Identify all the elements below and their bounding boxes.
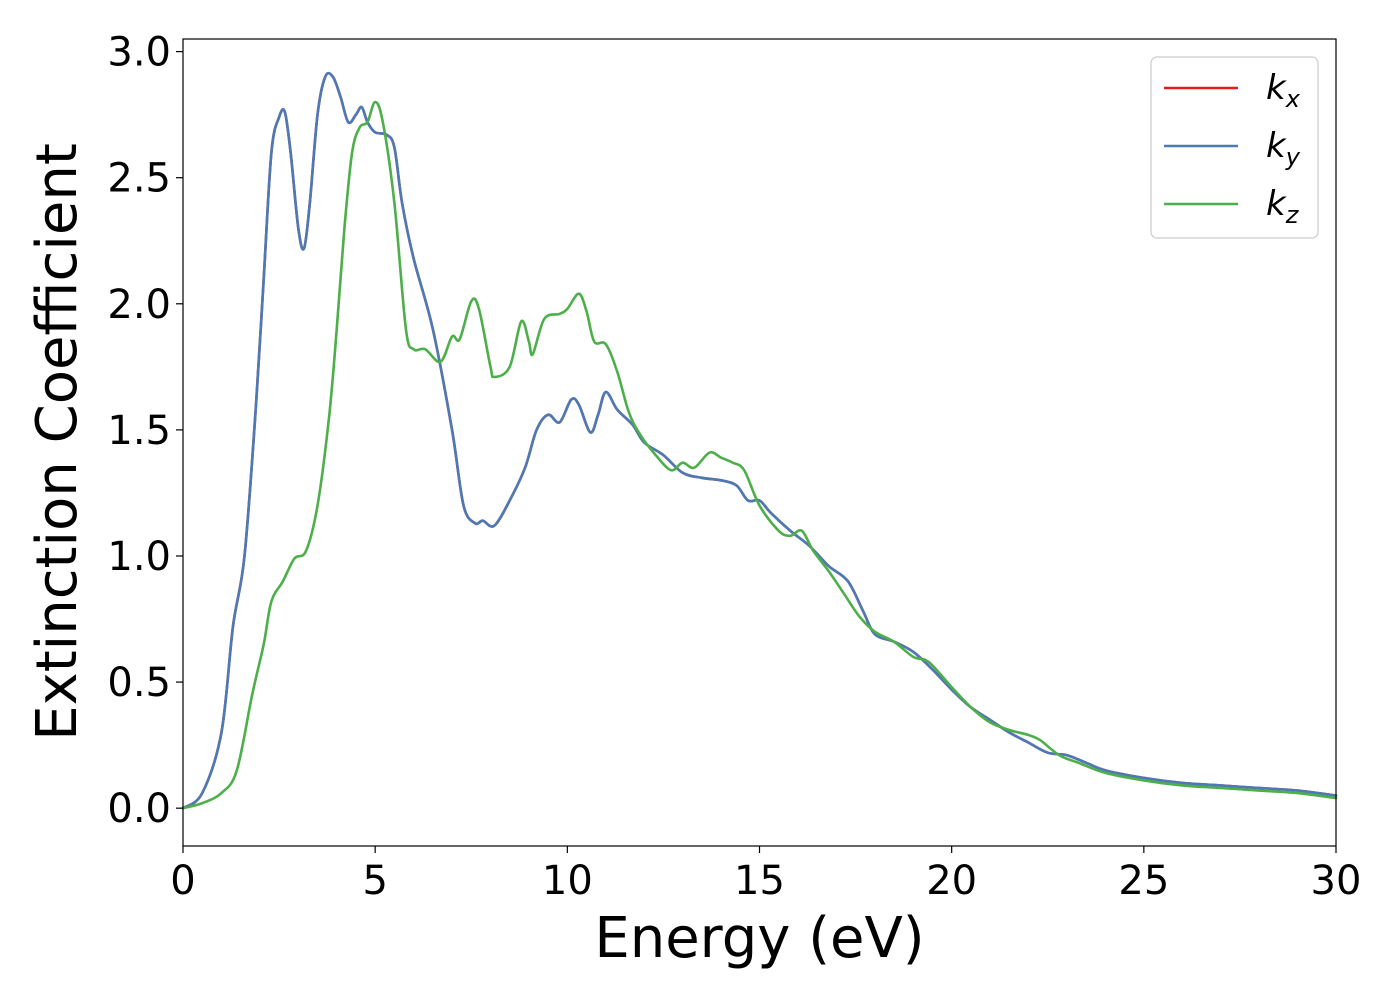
x-tick-label: 5 (362, 858, 387, 904)
x-axis-title: Energy (eV) (594, 906, 924, 971)
y-tick-label: 0.0 (107, 786, 171, 832)
y-tick-label: 2.0 (107, 282, 171, 328)
y-tick-label: 1.0 (107, 534, 171, 580)
legend-box (1150, 56, 1319, 239)
x-tick-label: 10 (542, 858, 593, 904)
x-tick-label: 25 (1118, 858, 1169, 904)
x-tick-label: 30 (1311, 858, 1362, 904)
y-axis-title: Extinction Coefficient (25, 143, 90, 741)
y-axis: 0.0 0.5 1.0 1.5 2.0 2.5 3.0 (107, 30, 183, 832)
y-tick-label: 0.5 (107, 660, 171, 706)
x-tick-label: 0 (170, 858, 195, 904)
y-tick-label: 3.0 (107, 30, 171, 76)
x-tick-label: 20 (926, 858, 977, 904)
legend-label-kz: kz (1266, 184, 1300, 229)
plot-lines (181, 71, 1338, 810)
x-axis: 0 5 10 15 20 25 30 (170, 846, 1361, 904)
y-tick-label: 1.5 (107, 408, 171, 454)
y-tick-label: 2.5 (107, 156, 171, 202)
x-tick-label: 15 (734, 858, 785, 904)
series-line-kz (181, 100, 1338, 810)
